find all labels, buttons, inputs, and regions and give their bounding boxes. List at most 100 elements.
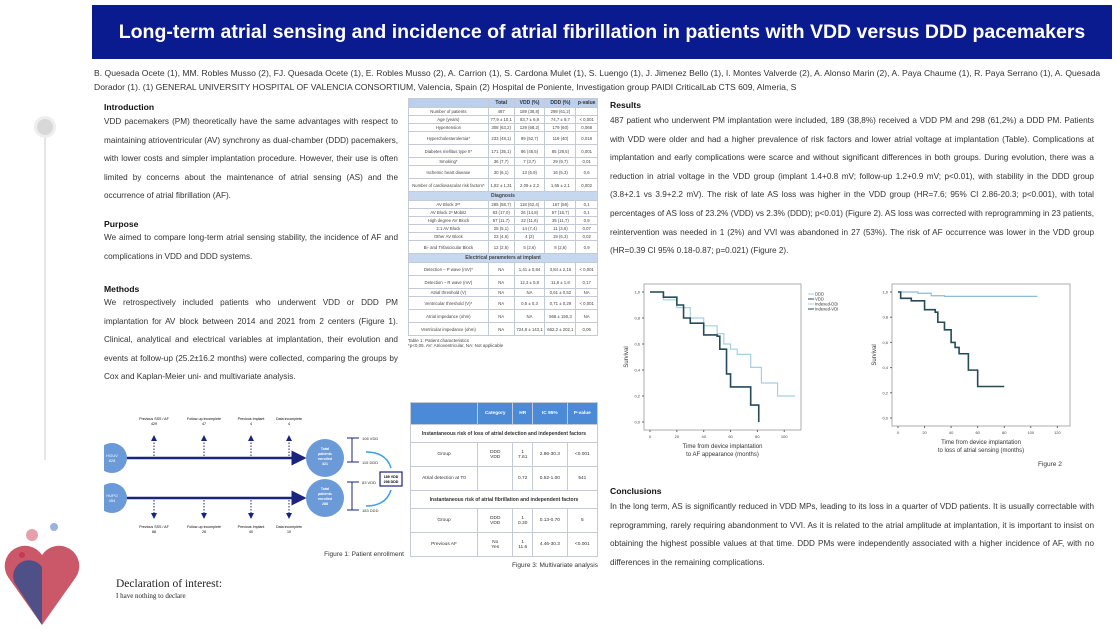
table-1-caption: Table 1: Patient characteristics — [408, 338, 470, 343]
exclusion-label: Previous SSS / AF — [139, 417, 169, 421]
table-cell: 29 (9,7) — [544, 157, 577, 166]
methods-heading: Methods — [104, 284, 140, 294]
exclusion-label: Follow-up incomplete — [187, 417, 221, 421]
figure-1-caption: Figure 1: Patient enrollment — [324, 551, 404, 558]
table-cell: Hypercholesterolemia* — [408, 131, 489, 145]
x-axis-label: to AF appearance (months) — [686, 452, 759, 458]
table-cell: 0,001 — [575, 144, 598, 158]
table-cell: 308 (63,2) — [487, 123, 515, 132]
y-tick-label: 0,4 — [882, 365, 888, 370]
table-cell: Ischemic heart disease — [408, 165, 489, 179]
split-vdd-1: 106 VDD — [362, 436, 378, 441]
table-cell: Previous AF — [409, 532, 479, 557]
table-cell: 74,7 ± 8,7 — [544, 115, 577, 124]
merge-arrow — [365, 489, 392, 507]
authors-affiliations: B. Quesada Ocete (1), MM. Robles Musso (… — [94, 68, 1101, 92]
table-cell: <0.001 — [566, 442, 599, 467]
legend-entry: DDD — [815, 292, 824, 297]
split-bracket-2 — [347, 481, 359, 511]
table-cell: Diabetes mellitus type II* — [408, 144, 489, 158]
table-cell: 118 (62,4) — [513, 200, 546, 209]
table-header: IC 95% — [532, 402, 568, 425]
table-section-header: Instantaneous risk of atrial fibrillatio… — [410, 490, 598, 509]
table-cell: 1 11.6 — [512, 532, 534, 557]
x-axis-label: Time from device implantation — [941, 440, 1021, 446]
total-node-text: enrolled — [318, 457, 332, 461]
table-cell: Atrial detection at T0 — [409, 466, 479, 491]
total-node-1 — [306, 439, 344, 477]
results-text: 487 patient who underwent PM implantatio… — [610, 116, 1094, 256]
purpose-section: Purpose We aimed to compare long-term at… — [104, 219, 398, 266]
table-cell: Atrial impedance (ohm) — [408, 309, 489, 323]
table-cell: 2:1 AV Block — [408, 224, 489, 233]
table-section-header: Electrical parameters at implant — [408, 253, 598, 263]
table-row: Hypertension 308 (63,2) 129 (68,2) 179 (60)… — [408, 123, 598, 132]
table-cell: 0.52-1.00 — [532, 466, 568, 491]
table-row: Diagnosis — [408, 191, 598, 201]
table-row: Bi- and Trifascicular Block 12 (2,5) 5 (2,… — [408, 240, 598, 254]
y-tick-label: 0,6 — [634, 342, 640, 347]
multivariate-table: Category HR IC 95% P-value Instantaneous ris… — [409, 402, 599, 557]
figure-1-patient-enrollment: Previous SSS / AF 429 Follow-up incomplete… — [97, 412, 404, 562]
final-count-box — [379, 471, 403, 487]
table-cell: NA — [487, 275, 515, 289]
y-axis-label: Survival — [624, 346, 630, 367]
table-cell: Atrial threshold (V) — [408, 288, 489, 297]
table-cell: 0,17 — [575, 275, 598, 289]
table-cell: Other AV Block — [408, 232, 489, 241]
introduction-text: VDD pacemakers (PM) theoretically have t… — [104, 117, 398, 201]
table-cell: 0,01 — [575, 157, 598, 166]
table-cell: NA — [513, 309, 546, 323]
methods-section: Methods We retrospectively included pati… — [104, 284, 398, 387]
table-cell: 285 (58,7) — [487, 200, 515, 209]
split-ddd-2: 183 DDD — [362, 508, 379, 513]
x-tick-label: 120 — [1054, 430, 1061, 435]
y-tick-label: 1,0 — [634, 290, 640, 295]
table-cell: Number of cardiovascular risk factors* — [408, 178, 489, 192]
decorative-circle — [34, 116, 56, 138]
survival-curve-ddd — [898, 291, 1038, 298]
x-tick-label: 80 — [755, 434, 760, 439]
table-cell: < 0,001 — [575, 115, 598, 124]
table-1-patient-characteristics: Total VDD (%) DDD (%) p-value Number of pati… — [408, 98, 598, 348]
table-cell: 16 (5,3) — [544, 165, 577, 179]
table-cell: 86 (45,5) — [513, 144, 546, 158]
table-cell: 12 (2,5) — [487, 240, 515, 254]
exclusion-count: 47 — [202, 422, 206, 426]
table-header — [409, 402, 479, 425]
table-header: DDD (%) — [544, 98, 577, 108]
table-cell: Ventricular impedance (ohm) — [408, 322, 489, 336]
table-row: Ventricular threshold (V)* NA 0,5 ± 0,3 0,7… — [408, 296, 598, 310]
table-row: AV Block 2º Mobitz 83 (17,0) 26 (14,8) 57 (… — [408, 208, 598, 217]
table-cell: AV Block 3º* — [408, 200, 489, 209]
table-cell: 57 (16,7) — [544, 208, 577, 217]
table-cell: NA — [487, 296, 515, 310]
table-cell: 179 (60) — [544, 123, 577, 132]
table-cell: 30 (6,1) — [487, 165, 515, 179]
exclusion-count: 4 — [250, 422, 252, 426]
final-vdd: 189 VDD — [384, 475, 399, 479]
exclusion-count: 28 — [202, 530, 206, 534]
table-cell: 171 (35,1) — [487, 144, 515, 158]
table-cell: 0,5 ± 0,3 — [513, 296, 546, 310]
table-cell: 5 (2,6) — [513, 240, 546, 254]
table-cell: NA — [513, 288, 546, 297]
results-section: Results 487 patient who underwent PM imp… — [610, 100, 1094, 261]
table-cell: 0.13-0.70 — [532, 508, 568, 533]
legend-entry: Indexed-DDD — [815, 302, 838, 307]
purpose-heading: Purpose — [104, 219, 139, 229]
results-heading: Results — [610, 100, 642, 110]
table-cell: 8 (2,6) — [544, 240, 577, 254]
km-chart-atrial-sensing: 0 20 40 60 80 100 120 0,0 0,2 0,4 0,6 0,8 1,0 Surviva… — [872, 283, 1071, 454]
center-name: HGUV — [106, 453, 118, 458]
center-count: 828 — [109, 458, 116, 463]
table-cell: 119 (40) — [544, 131, 577, 145]
table-cell: NA — [487, 288, 515, 297]
table-row: Diabetes mellitus type II* 171 (35,1) 86 (… — [408, 144, 598, 158]
table-cell: No Yes — [477, 532, 514, 557]
exclusion-label: Data incomplete — [276, 417, 302, 421]
table-cell: 0,6 — [575, 165, 598, 179]
legend-entry: VDD — [815, 297, 824, 302]
poster-title: Long-term atrial sensing and incidence o… — [92, 5, 1112, 59]
y-tick-label: 0,4 — [634, 368, 640, 373]
